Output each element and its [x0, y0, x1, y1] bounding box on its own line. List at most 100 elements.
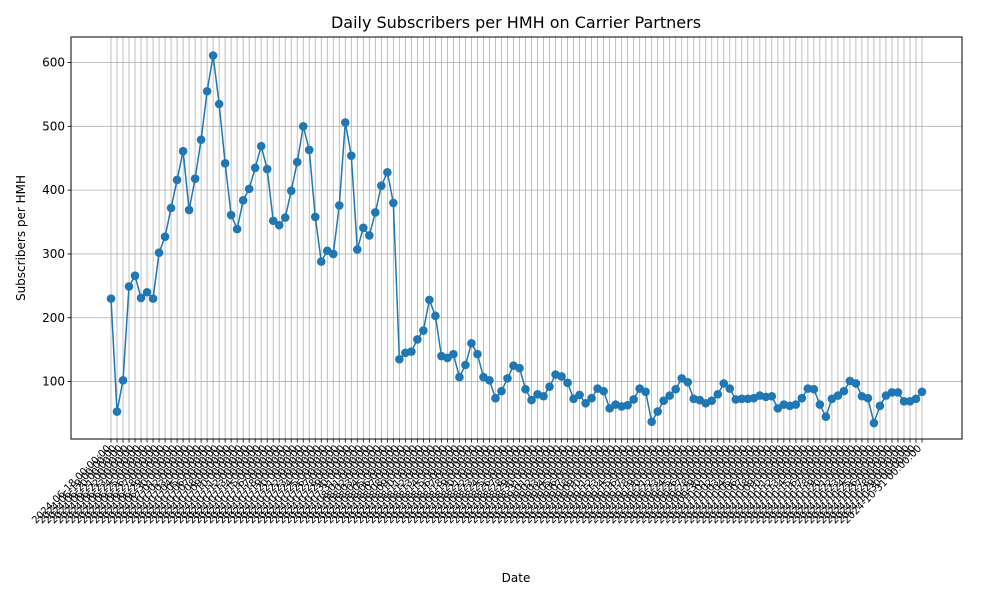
y-axis-label: Subscribers per HMH	[14, 175, 28, 301]
data-point	[395, 354, 404, 364]
data-point	[172, 175, 182, 185]
data-point	[449, 349, 458, 359]
data-point	[148, 294, 158, 303]
data-point	[491, 393, 500, 403]
data-point	[629, 395, 638, 404]
data-point	[190, 174, 200, 183]
data-point	[581, 398, 590, 408]
data-point	[899, 397, 909, 406]
data-point	[809, 384, 819, 394]
data-point	[310, 212, 320, 222]
data-point	[407, 347, 416, 356]
data-point	[839, 386, 849, 396]
data-point	[371, 208, 380, 217]
y-tick-label: 100	[42, 375, 65, 389]
data-point	[539, 391, 548, 401]
data-point	[683, 377, 693, 387]
data-point	[346, 151, 356, 160]
data-point	[563, 378, 572, 388]
data-point	[286, 186, 296, 196]
data-point	[425, 295, 434, 305]
data-point	[250, 163, 260, 173]
data-point	[797, 393, 807, 403]
data-point	[160, 232, 170, 242]
data-point	[461, 360, 470, 370]
data-point	[587, 393, 596, 403]
data-point	[202, 86, 212, 96]
data-point	[106, 294, 116, 303]
data-point	[292, 157, 302, 167]
data-point	[521, 384, 530, 394]
data-point	[887, 388, 897, 397]
data-point	[142, 287, 152, 297]
data-point	[184, 205, 194, 215]
data-point	[767, 391, 777, 401]
data-point	[419, 326, 428, 335]
data-point	[467, 338, 476, 348]
data-point	[389, 198, 398, 208]
data-point	[575, 390, 584, 400]
data-point	[875, 401, 885, 411]
data-point	[130, 271, 140, 280]
data-point	[304, 145, 314, 155]
data-point	[527, 395, 536, 405]
plot-frame	[70, 36, 963, 440]
data-point	[365, 231, 374, 240]
data-point	[599, 386, 608, 396]
data-point	[413, 335, 422, 344]
data-point	[124, 282, 134, 291]
data-point	[653, 407, 662, 416]
data-point	[473, 349, 482, 359]
data-point	[503, 374, 512, 383]
data-point	[665, 391, 674, 400]
data-point	[214, 99, 224, 109]
data-point	[112, 407, 122, 416]
data-point	[334, 201, 344, 210]
data-point	[244, 184, 254, 194]
data-point	[917, 387, 927, 397]
data-point	[178, 146, 188, 156]
data-point	[911, 394, 921, 404]
data-point	[316, 257, 326, 266]
y-tick-label: 300	[42, 247, 65, 261]
data-point	[557, 372, 566, 381]
data-point	[166, 203, 176, 213]
data-point	[737, 394, 747, 404]
data-point	[232, 224, 242, 234]
data-point	[821, 412, 831, 421]
data-point	[274, 220, 284, 230]
series-layer	[106, 51, 927, 428]
data-point	[136, 293, 146, 303]
data-point	[118, 375, 128, 385]
chart-title: Daily Subscribers per HMH on Carrier Par…	[331, 13, 701, 32]
data-point	[833, 391, 843, 400]
data-point	[359, 223, 368, 233]
data-point	[497, 386, 506, 396]
y-tick-label: 500	[42, 119, 65, 133]
data-point	[713, 390, 723, 399]
data-point	[815, 400, 825, 409]
data-point	[659, 396, 668, 406]
data-point	[791, 400, 801, 409]
data-point	[647, 417, 656, 427]
data-point	[545, 382, 554, 391]
data-point	[353, 245, 362, 254]
data-point	[455, 372, 464, 382]
data-point	[268, 216, 278, 226]
data-point	[623, 400, 632, 410]
y-tick-label: 600	[42, 56, 65, 70]
data-point	[725, 384, 735, 393]
data-point	[869, 418, 879, 428]
data-point	[671, 384, 680, 394]
x-axis-label: Date	[502, 571, 531, 585]
data-point	[641, 387, 650, 397]
data-point	[383, 167, 392, 177]
data-point	[851, 379, 861, 388]
data-point	[328, 249, 338, 259]
data-point	[262, 164, 272, 174]
data-point	[431, 311, 440, 321]
data-point	[377, 181, 386, 190]
